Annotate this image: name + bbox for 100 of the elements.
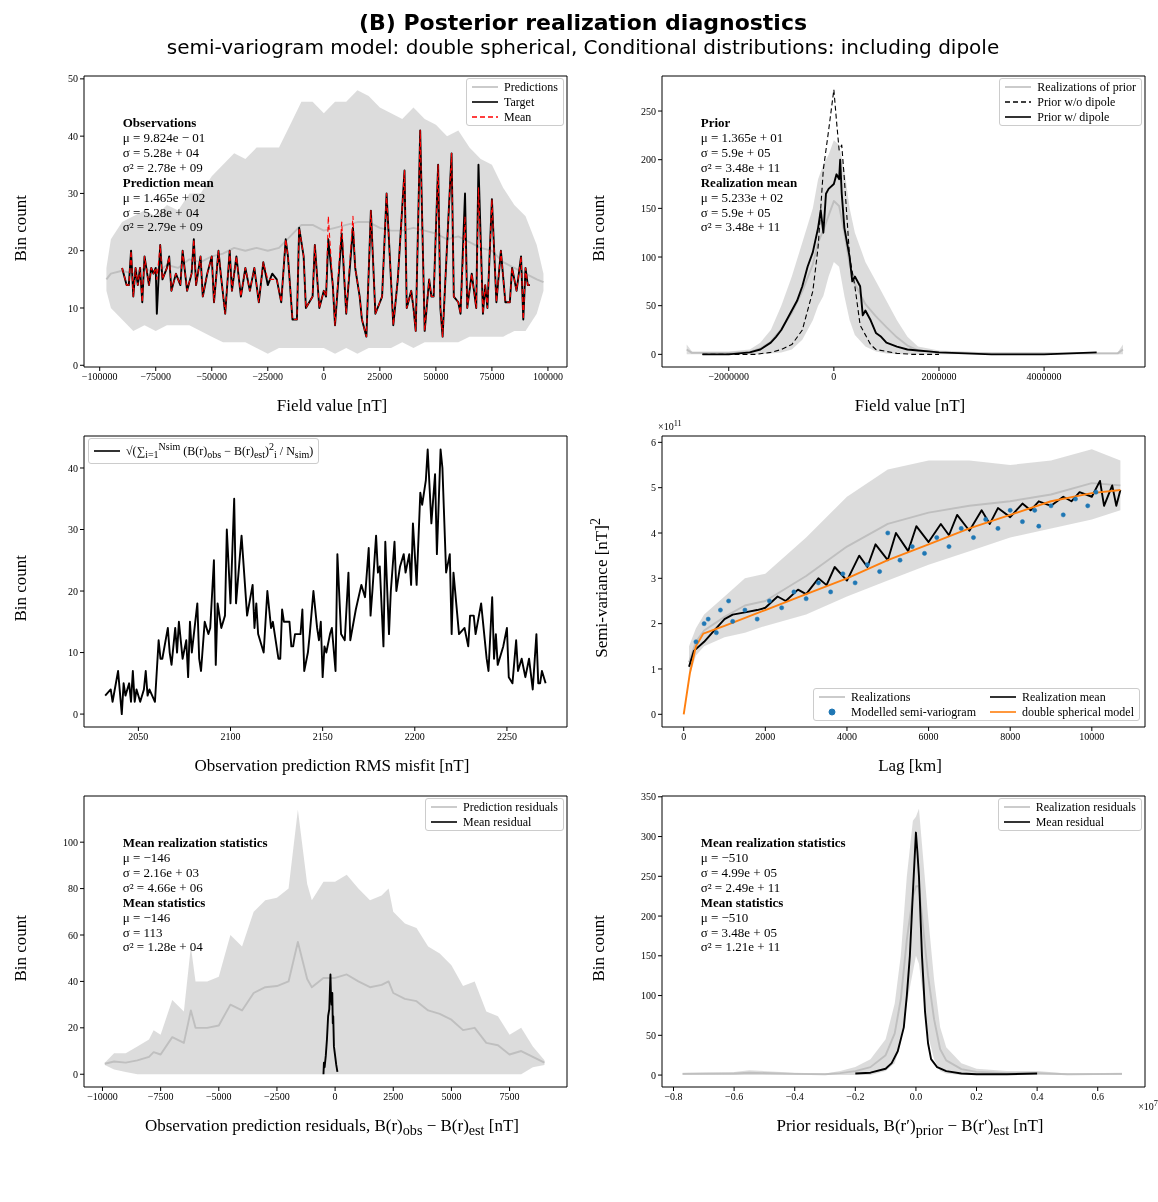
y-tick-label: 200 xyxy=(641,910,656,922)
legend-label: Prior w/o dipole xyxy=(1037,95,1116,109)
point xyxy=(1060,512,1066,518)
point xyxy=(995,526,1001,531)
x-tick-label: −0.8 xyxy=(664,1091,683,1103)
y-tick-label: 300 xyxy=(641,831,656,843)
point xyxy=(946,544,952,549)
point xyxy=(714,630,719,636)
x-tick-label: 50000 xyxy=(423,371,449,383)
x-tick-label: 100000 xyxy=(532,371,563,383)
text: ×10$^{7}$ xyxy=(1138,1099,1158,1113)
annotation: Mean statistics μ = −146 σ = 113 σ² = 1.28e + 04 xyxy=(122,894,207,956)
point xyxy=(1048,503,1054,509)
y-tick-label: 350 xyxy=(641,791,656,803)
x-tick-label: −7500 xyxy=(147,1091,174,1103)
x-tick-label: 6000 xyxy=(918,731,939,743)
point xyxy=(730,619,736,624)
y-tick-label: 250 xyxy=(641,105,656,117)
y-tick-label: 0 xyxy=(73,1068,78,1080)
point xyxy=(1020,519,1025,525)
legend-label: Predictions xyxy=(504,80,558,94)
point xyxy=(803,596,809,602)
x-tick-label: −100000 xyxy=(81,371,118,383)
legend-label: Realizations xyxy=(851,690,911,704)
x-tick-label: 2500 xyxy=(383,1091,404,1103)
point xyxy=(1036,523,1042,529)
point xyxy=(718,607,723,613)
y-tick-label: 200 xyxy=(641,154,656,166)
y-tick-label: 4 xyxy=(651,527,656,539)
y-axis-title: Bin count xyxy=(589,914,609,982)
y-axis-title: Bin count xyxy=(589,194,609,262)
y-tick-label: 30 xyxy=(68,524,78,536)
y-tick-label: 20 xyxy=(68,245,78,257)
line-series xyxy=(322,973,339,1076)
x-tick-label: 0 xyxy=(681,731,687,743)
text: √(∑$_{i=1}$$^{Nsim}$ (B(r)$_{obs}$ − B(r)$_{est}$)$^{2}$$_{i}$ / N$_{sim}$) xyxy=(126,441,314,461)
x-tick-label: 25000 xyxy=(367,371,393,383)
point xyxy=(693,639,699,645)
point xyxy=(934,535,940,540)
y-tick-label: 250 xyxy=(641,870,656,882)
point xyxy=(754,616,760,622)
x-tick-label: 4000 xyxy=(836,731,857,743)
point xyxy=(742,607,748,613)
x-tick-label: −10000 xyxy=(87,1091,118,1103)
x-tick-label: −0.2 xyxy=(846,1091,865,1103)
y-tick-label: 5 xyxy=(651,482,656,494)
point xyxy=(1032,507,1038,513)
y-axis-title: Bin count xyxy=(11,554,31,622)
x-tick-label: 0.4 xyxy=(1030,1091,1044,1103)
legend-label: Mean residual xyxy=(463,815,532,829)
x-tick-label: 0 xyxy=(321,371,327,383)
line-series xyxy=(105,221,545,284)
legend-label: Modelled semi-variogram xyxy=(851,705,977,719)
y-tick-label: 3 xyxy=(651,572,656,584)
y-tick-label: 6 xyxy=(651,436,656,448)
y-tick-label: 60 xyxy=(68,929,78,941)
x-axis-title: Field value [nT] xyxy=(275,395,389,417)
y-tick-label: 0 xyxy=(651,708,656,720)
point xyxy=(779,605,785,611)
y-tick-label: 1 xyxy=(651,663,656,675)
annotation: Observations μ = 9.824e − 01 σ = 5.28e + 04 σ² = 2.78e + 09 xyxy=(122,114,207,176)
y-tick-label: 10 xyxy=(68,302,78,314)
legend-label: Mean xyxy=(504,110,532,124)
y-tick-label: 50 xyxy=(646,1029,656,1041)
point xyxy=(1093,489,1099,495)
y-tick-label: 100 xyxy=(63,836,78,848)
point xyxy=(885,530,891,536)
x-tick-label: 2250 xyxy=(496,731,517,743)
line-series xyxy=(103,941,546,1065)
x-tick-label: −0.6 xyxy=(725,1091,744,1103)
line-series xyxy=(854,831,1039,1076)
x-tick-label: −2500 xyxy=(264,1091,290,1103)
x-tick-label: 10000 xyxy=(1079,731,1105,743)
legend-label: Target xyxy=(504,95,535,109)
x-axis-title: Field value [nT] xyxy=(854,396,966,415)
point xyxy=(816,580,821,586)
legend-label: Realizations of prior xyxy=(1037,80,1136,94)
y-tick-label: 40 xyxy=(68,975,78,987)
y-tick-label: 0 xyxy=(73,359,78,371)
point xyxy=(877,569,882,574)
y-axis-title: Bin count xyxy=(11,194,31,262)
legend-label: double spherical model xyxy=(1022,705,1134,719)
x-tick-label: 4000000 xyxy=(1026,371,1062,383)
legend-label: Prediction residuals xyxy=(463,800,558,814)
legend-label: Mean residual xyxy=(1035,815,1104,829)
point xyxy=(726,598,731,604)
x-tick-label: 2200 xyxy=(404,731,425,743)
point xyxy=(922,551,927,556)
chart-title: (B) Posterior realization diagnostics xyxy=(357,10,809,35)
legend-label: Realization mean xyxy=(1022,690,1106,704)
x-tick-label: −2000000 xyxy=(708,371,750,383)
y-tick-label: 0 xyxy=(651,348,656,360)
x-tick-label: 2100 xyxy=(220,731,241,743)
x-tick-label: −75000 xyxy=(140,371,172,383)
point xyxy=(852,580,858,586)
point xyxy=(705,616,711,622)
y-tick-label: 100 xyxy=(641,990,656,1002)
x-tick-label: −50000 xyxy=(196,371,228,383)
x-tick-label: 0.0 xyxy=(909,1091,923,1103)
y-tick-label: 80 xyxy=(68,883,78,895)
